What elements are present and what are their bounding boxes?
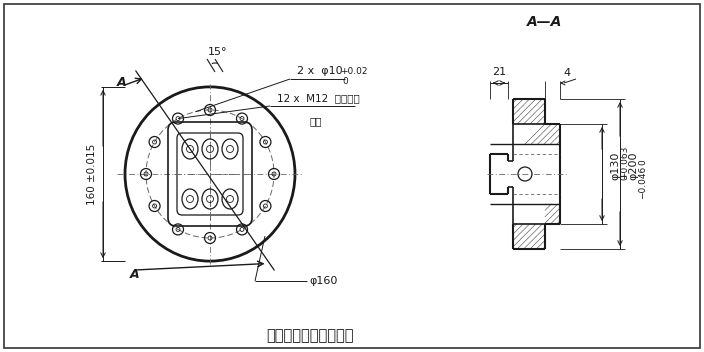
Text: 0: 0 (638, 159, 647, 165)
Text: A—A: A—A (527, 15, 562, 29)
Text: −0.046: −0.046 (638, 165, 647, 199)
Text: 2 x  φ10: 2 x φ10 (297, 66, 343, 76)
Text: 160 ±0.015: 160 ±0.015 (87, 143, 97, 205)
Text: φ130: φ130 (610, 152, 620, 180)
Text: A: A (117, 75, 127, 88)
Text: +0.02: +0.02 (340, 68, 367, 76)
Text: 15°: 15° (208, 47, 228, 57)
Text: 0: 0 (342, 77, 348, 87)
Text: A: A (130, 268, 140, 281)
Text: 4: 4 (563, 68, 570, 78)
Text: φ200: φ200 (628, 152, 638, 180)
Text: 均布: 均布 (310, 116, 322, 126)
Text: φ160: φ160 (309, 276, 337, 286)
Text: 21: 21 (492, 67, 506, 77)
Text: 12 x  M12  完全贯穿: 12 x M12 完全贯穿 (277, 93, 360, 103)
Text: 0: 0 (620, 174, 629, 180)
Text: +0.063: +0.063 (620, 145, 629, 179)
Text: 末端输出法兰安装尺寸: 末端输出法兰安装尺寸 (266, 328, 353, 344)
